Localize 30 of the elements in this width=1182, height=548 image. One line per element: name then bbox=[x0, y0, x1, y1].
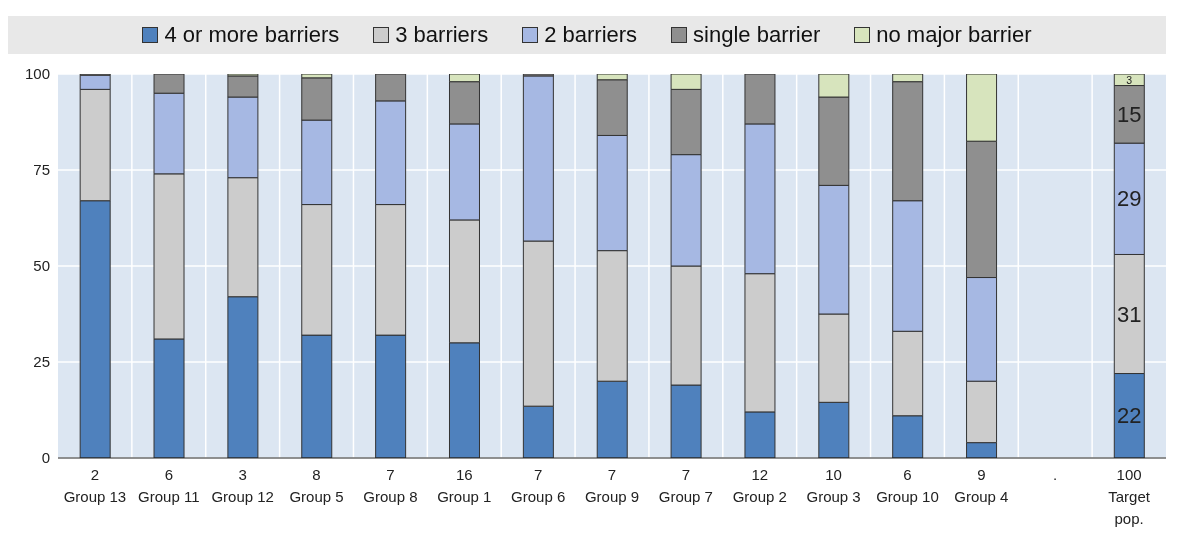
x-tick-label: . bbox=[1053, 466, 1058, 483]
legend-label: no major barrier bbox=[875, 22, 1032, 48]
x-tick-label: 6 Group 10 bbox=[876, 466, 939, 505]
x-tick-label: 2 Group 13 bbox=[63, 466, 127, 505]
y-tick-label: 25 bbox=[33, 353, 50, 371]
data-label: 3 bbox=[1126, 73, 1133, 86]
data-label: 29 bbox=[1117, 186, 1142, 212]
y-tick-label: 0 bbox=[41, 449, 50, 467]
legend-label: 3 barriers bbox=[394, 22, 489, 48]
y-tick-label: 50 bbox=[33, 257, 50, 275]
data-label: 22 bbox=[1117, 403, 1142, 429]
x-tick-label: 7 Group 9 bbox=[584, 466, 640, 505]
x-tick-label: 100 Target pop. bbox=[1108, 466, 1151, 527]
legend-label: 2 barriers bbox=[543, 22, 638, 48]
y-tick-label: 100 bbox=[24, 65, 50, 83]
x-tick-label: 7 Group 8 bbox=[363, 466, 418, 505]
x-tick-label: 9 Group 4 bbox=[954, 466, 1009, 505]
x-tick-label: 6 Group 11 bbox=[138, 466, 200, 505]
x-tick-label: 16 Group 1 bbox=[437, 466, 492, 505]
legend-label: single barrier bbox=[692, 22, 821, 48]
x-tick-label: 7 Group 7 bbox=[658, 466, 713, 505]
legend-label: 4 or more barriers bbox=[163, 22, 340, 48]
x-tick-label: 12 Group 2 bbox=[732, 466, 787, 505]
x-tick-label: 7 Group 6 bbox=[511, 466, 566, 505]
data-label: 15 bbox=[1117, 101, 1142, 127]
data-label: 31 bbox=[1117, 301, 1142, 327]
x-tick-label: 10 Group 3 bbox=[806, 466, 861, 505]
x-tick-label: 3 Group 12 bbox=[211, 466, 274, 505]
y-tick-label: 75 bbox=[33, 161, 50, 179]
x-tick-label: 8 Group 5 bbox=[289, 466, 344, 505]
